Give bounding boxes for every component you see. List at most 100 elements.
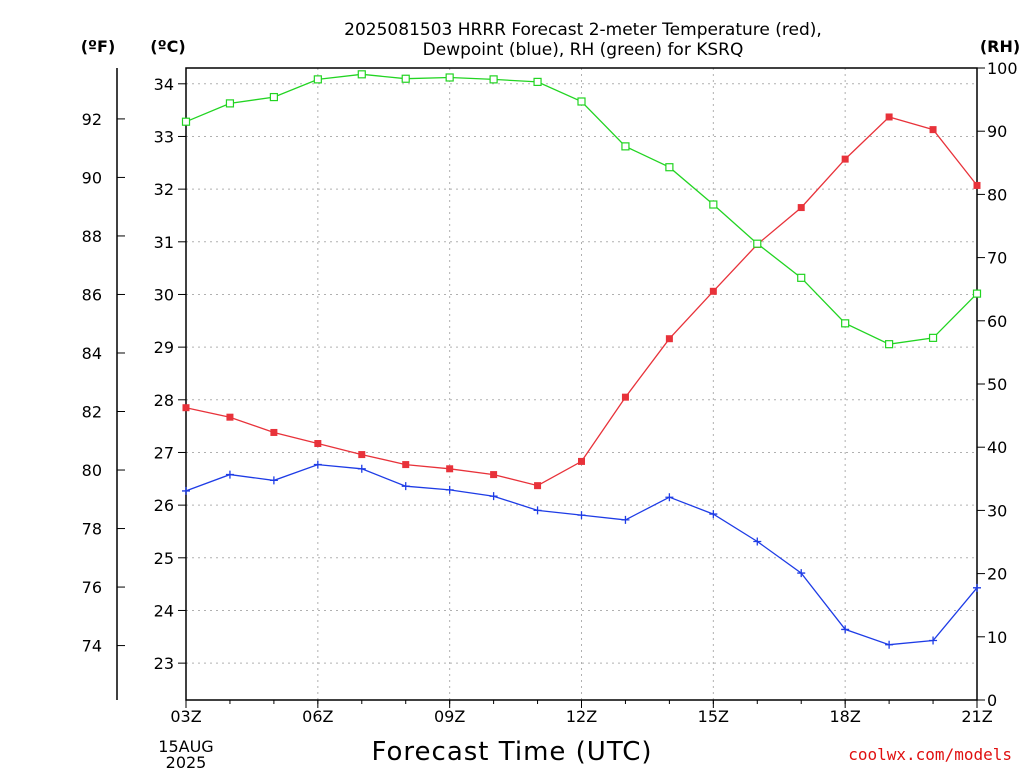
rh-unit-label: (RH)	[980, 37, 1020, 56]
chart-title-line2: Dewpoint (blue), RH (green) for KSRQ	[423, 40, 744, 60]
fahrenheit-tick-label: 82	[82, 403, 102, 422]
temperature-point	[621, 393, 629, 401]
temperature-point	[270, 428, 278, 436]
fahrenheit-tick-label: 78	[82, 520, 102, 539]
rh-point	[709, 200, 718, 209]
celsius-tick-label: 30	[154, 285, 174, 304]
plot-frame	[185, 67, 978, 701]
rh-point	[665, 163, 674, 172]
celsius-unit-label: (ºC)	[150, 37, 185, 56]
celsius-tick-label: 26	[154, 496, 174, 515]
temperature-point	[402, 461, 410, 469]
rh-point	[181, 117, 191, 126]
celsius-tick-label: 23	[154, 654, 174, 673]
celsius-tick-label: 25	[154, 549, 174, 568]
dewpoint-point	[269, 476, 278, 485]
fahrenheit-tick-label: 92	[82, 110, 102, 129]
credit-label: coolwx.com/models	[848, 745, 1012, 764]
dewpoint-point	[665, 493, 674, 502]
dewpoint-point	[533, 506, 542, 515]
temperature-point	[446, 465, 454, 473]
celsius-tick-label: 31	[154, 233, 174, 252]
rh-tick-label: 70	[987, 249, 1007, 268]
temperature-point	[358, 451, 366, 459]
x-tick-label: 09Z	[434, 707, 465, 726]
grid-lines	[186, 68, 977, 700]
temperature-point	[797, 204, 805, 212]
celsius-tick-label: 34	[154, 75, 174, 94]
rh-point	[357, 70, 366, 79]
dewpoint-point	[489, 492, 498, 501]
rh-tick-label: 50	[987, 375, 1007, 394]
dewpoint-point	[885, 640, 894, 649]
rh-point	[577, 97, 586, 106]
temperature-point	[226, 413, 234, 421]
fahrenheit-tick-label: 88	[82, 227, 102, 246]
x-tick-label: 06Z	[302, 707, 333, 726]
celsius-tick-label: 32	[154, 180, 174, 199]
data-series	[181, 70, 982, 649]
x-date-label-day: 15AUG	[158, 737, 213, 756]
temperature-point	[929, 126, 937, 134]
temperature-point	[841, 155, 849, 163]
temperature-point	[314, 440, 322, 448]
rh-point	[313, 75, 322, 84]
rh-tick-label: 100	[987, 59, 1018, 78]
dewpoint-point	[225, 470, 234, 479]
temperature-line	[185, 116, 978, 487]
temperature-point	[578, 457, 585, 465]
temperature-point	[885, 113, 893, 121]
dewpoint-point	[709, 510, 718, 519]
x-tick-label: 12Z	[566, 707, 597, 726]
rh-point	[533, 77, 542, 87]
fahrenheit-tick-label: 76	[82, 578, 102, 597]
dewpoint-point	[797, 569, 806, 578]
dewpoint-point	[313, 460, 322, 469]
temperature-point	[973, 181, 981, 189]
rh-tick-label: 80	[987, 185, 1007, 204]
temperature-point	[709, 287, 717, 295]
fahrenheit-tick-label: 74	[82, 637, 102, 656]
x-tick-label: 15Z	[698, 707, 729, 726]
rh-point	[928, 333, 938, 342]
celsius-tick-label: 28	[154, 391, 174, 410]
rh-tick-label: 90	[987, 122, 1007, 141]
chart-title-line1: 2025081503 HRRR Forecast 2-meter Tempera…	[344, 20, 822, 40]
rh-point	[489, 75, 498, 84]
celsius-tick-label: 33	[154, 127, 174, 146]
rh-point	[445, 73, 454, 82]
temperature-point	[490, 471, 498, 479]
celsius-tick-label: 29	[154, 338, 174, 357]
rh-point	[401, 74, 410, 83]
fahrenheit-tick-label: 86	[82, 285, 102, 304]
rh-point	[621, 142, 630, 151]
dewpoint-point	[973, 583, 981, 592]
rh-point	[972, 289, 982, 298]
x-axis-label: Forecast Time (UTC)	[371, 737, 652, 767]
fahrenheit-tick-label: 84	[82, 344, 102, 363]
rh-point	[797, 273, 806, 282]
rh-tick-label: 0	[987, 691, 997, 710]
rh-point	[753, 239, 762, 248]
rh-tick-label: 40	[987, 438, 1007, 457]
temperature-point	[665, 335, 673, 343]
rh-tick-label: 60	[987, 312, 1007, 331]
dewpoint-point	[929, 636, 938, 645]
dewpoint-point	[841, 625, 850, 634]
fahrenheit-tick-label: 80	[82, 461, 102, 480]
rh-point	[841, 319, 850, 328]
dewpoint-point	[577, 511, 586, 520]
dewpoint-point	[401, 482, 410, 491]
temperature-point	[534, 482, 542, 490]
rh-point	[225, 99, 235, 108]
celsius-tick-label: 24	[154, 601, 174, 620]
rh-tick-label: 10	[987, 628, 1007, 647]
x-tick-label: 21Z	[961, 707, 992, 726]
dewpoint-point	[445, 485, 454, 494]
dewpoint-point	[182, 486, 190, 495]
fahrenheit-tick-label: 90	[82, 168, 102, 187]
temperature-point	[182, 404, 190, 412]
rh-tick-label: 30	[987, 501, 1007, 520]
rh-point	[269, 92, 278, 102]
